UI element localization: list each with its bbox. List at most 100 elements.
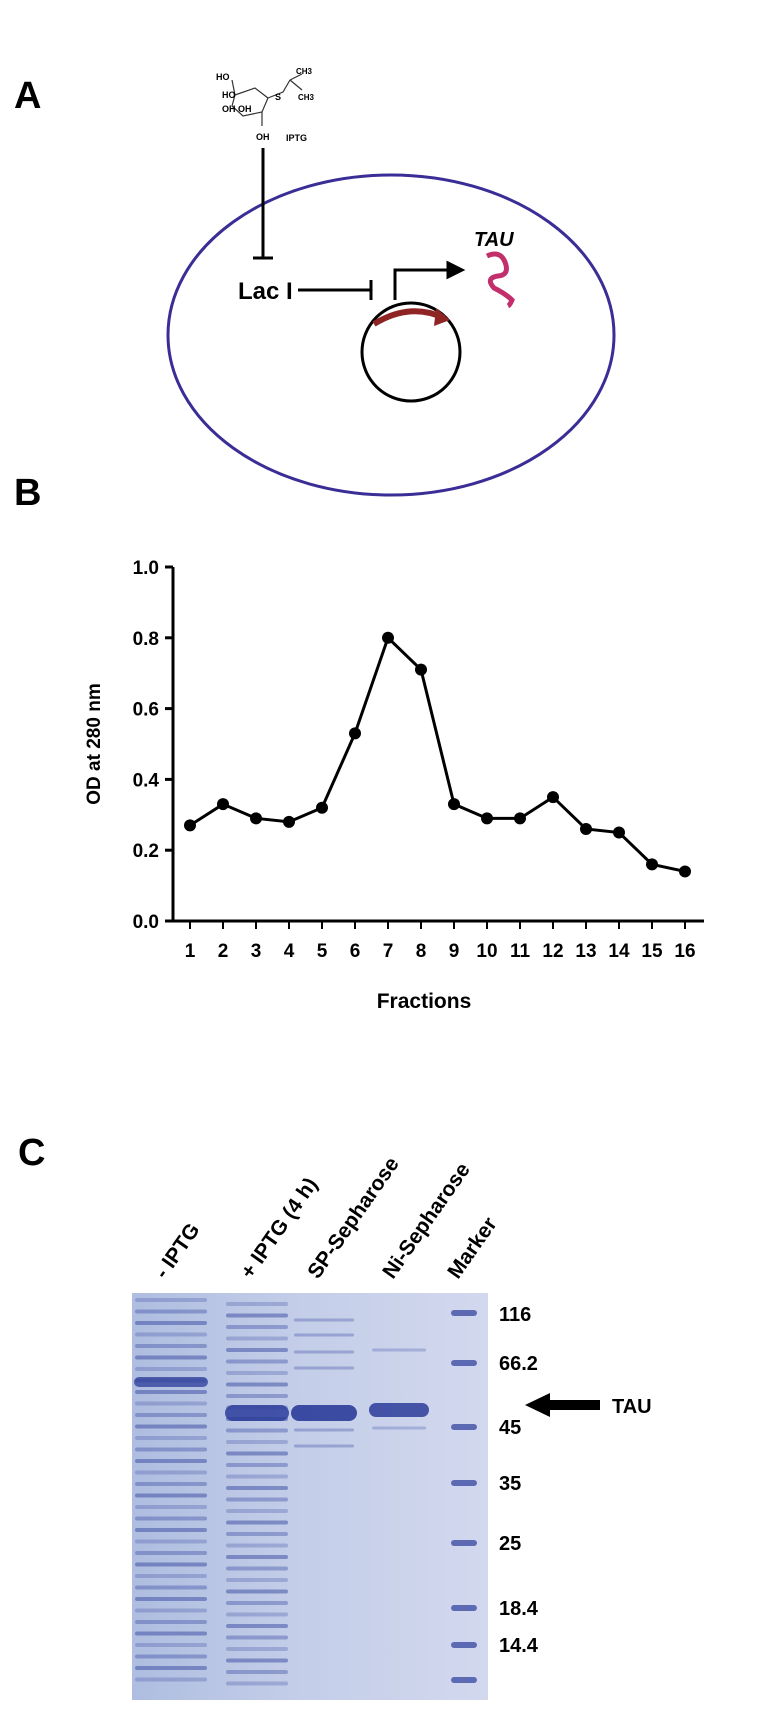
gel-band (135, 1516, 207, 1521)
gel-band (135, 1528, 207, 1532)
atom-label: CH3 (296, 67, 313, 76)
molecule-name: IPTG (286, 133, 307, 143)
data-point (514, 812, 526, 825)
x-tick-label: 9 (449, 941, 460, 962)
gel-band (451, 1424, 477, 1430)
gel-band (294, 1366, 354, 1370)
y-tick-label: 0.8 (133, 629, 159, 650)
atom-label: CH3 (298, 93, 315, 102)
x-tick-label: 11 (510, 941, 531, 962)
gel-band (135, 1643, 207, 1647)
y-tick-label: 0.0 (133, 912, 159, 933)
x-tick-label: 16 (674, 941, 695, 962)
gel-band (294, 1333, 354, 1337)
gel-band (226, 1486, 288, 1490)
data-point (250, 812, 262, 825)
gel-band (226, 1635, 288, 1640)
regulation-lines (253, 148, 466, 403)
data-point (415, 663, 427, 676)
tau-arrow (525, 1393, 600, 1417)
data-point (679, 865, 691, 878)
gel-band (226, 1532, 288, 1536)
gel-band (135, 1390, 207, 1394)
gel-band (135, 1482, 207, 1486)
gel-band (226, 1509, 288, 1513)
gel-band (135, 1620, 207, 1624)
gel-band (135, 1470, 207, 1475)
gel-band (135, 1631, 207, 1636)
marker-label: 14.4 (499, 1635, 539, 1657)
panel-letter: C (18, 1132, 45, 1174)
gel-band (135, 1436, 207, 1440)
x-axis-label: Fractions (377, 990, 472, 1013)
y-axis-label: OD at 280 nm (84, 683, 105, 804)
data-point (349, 727, 361, 740)
gel-band (226, 1382, 288, 1387)
gel-band (226, 1670, 288, 1674)
gel-band (226, 1336, 288, 1341)
marker-label: 18.4 (499, 1598, 539, 1620)
iptg-molecule (231, 73, 303, 126)
marker-label: 25 (499, 1533, 521, 1555)
gel-band (135, 1608, 207, 1613)
atom-label: OH (222, 104, 236, 114)
gene-arrow-head (434, 308, 450, 326)
gel-band (226, 1520, 288, 1525)
gel-band (135, 1321, 207, 1325)
gene-arrow (372, 308, 446, 327)
lane-labels: - IPTG + IPTG (4 h)SP-SepharoseNi-Sepharo… (150, 1153, 501, 1283)
gel-band (226, 1348, 288, 1352)
x-tick-label: 3 (251, 941, 262, 962)
gel-band (451, 1480, 477, 1486)
gel (132, 1293, 488, 1700)
gel-band (135, 1666, 207, 1670)
gel-band (226, 1394, 288, 1398)
gel-band (226, 1601, 288, 1605)
arrow-label: TAU (612, 1396, 652, 1418)
gel-band (294, 1350, 354, 1354)
gel-band (135, 1677, 207, 1682)
x-tick-label: 10 (476, 941, 497, 962)
gel-band (226, 1474, 288, 1479)
gel-band (294, 1428, 354, 1432)
y-tick-label: 0.6 (133, 700, 159, 721)
gel-band (451, 1540, 477, 1546)
gel-band (226, 1371, 288, 1375)
gel-band (294, 1318, 354, 1322)
gel-band (226, 1428, 288, 1433)
gel-band (135, 1332, 207, 1337)
gel-band (135, 1355, 207, 1360)
gel-band (135, 1562, 207, 1567)
x-tick-label: 6 (350, 941, 361, 962)
x-tick-label: 15 (641, 941, 663, 962)
gel-band (451, 1642, 477, 1648)
y-tick-label: 0.4 (133, 770, 160, 791)
data-point (613, 826, 625, 839)
protein-squiggle (485, 251, 515, 309)
gel-band (372, 1426, 426, 1430)
gel-band (372, 1348, 426, 1352)
gel-band (135, 1654, 207, 1659)
data-point (382, 631, 394, 644)
gel-band (135, 1367, 207, 1371)
cell (166, 173, 616, 497)
marker-label: 116 (499, 1304, 531, 1326)
data-point (646, 858, 658, 871)
gel-band (135, 1344, 207, 1348)
panel-letter: B (14, 472, 41, 514)
gel-band (226, 1497, 288, 1502)
y-tick-label: 0.2 (133, 841, 159, 862)
x-tick-label: 12 (542, 941, 563, 962)
gel-band (135, 1298, 207, 1302)
gel-band (135, 1459, 207, 1463)
gel-band (135, 1585, 207, 1590)
gel-band (451, 1677, 477, 1683)
gel-band (226, 1658, 288, 1663)
gel-band (135, 1551, 207, 1555)
marker-label: 66.2 (499, 1353, 538, 1375)
x-tick-label: 8 (416, 941, 427, 962)
gel-band (135, 1539, 207, 1544)
atom-label: S (275, 92, 281, 102)
